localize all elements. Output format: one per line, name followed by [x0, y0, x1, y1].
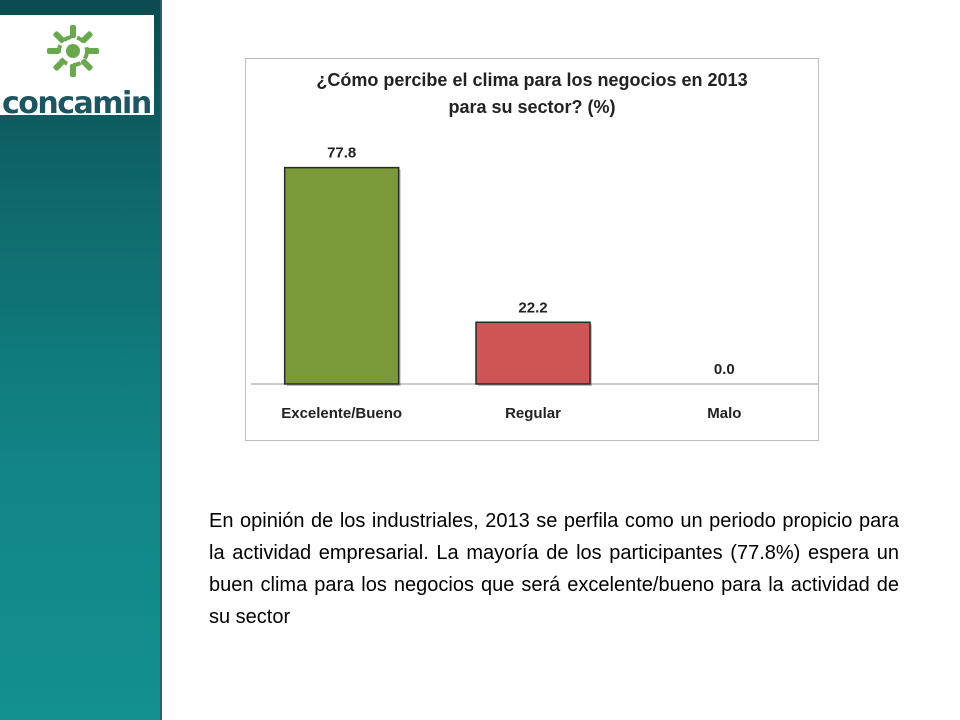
logo-text: concamin: [2, 86, 152, 121]
chart-frame: ¿Cómo percibe el clima para los negocios…: [245, 58, 819, 441]
value-label: 22.2: [518, 299, 547, 316]
chart-title: ¿Cómo percibe el clima para los negocios…: [246, 67, 818, 121]
chart-title-line-2: para su sector? (%): [448, 97, 616, 117]
bar-sheen: [477, 323, 589, 383]
category-label: Regular: [505, 405, 561, 422]
category-label: Malo: [707, 405, 741, 422]
value-label: 0.0: [714, 361, 735, 378]
bar-chart-plot: 77.8 Excelente/Bueno 22.2 Regular 0.0 Malo: [251, 145, 818, 422]
sidebar: concamin: [0, 0, 162, 720]
bar-sheen: [285, 168, 398, 383]
value-label: 77.8: [327, 145, 356, 162]
gear-emblem-icon: [47, 25, 99, 77]
body-paragraph: En opinión de los industriales, 2013 se …: [209, 510, 899, 628]
chart-title-line-1: ¿Cómo percibe el clima para los negocios…: [316, 70, 748, 90]
category-label: Excelente/Bueno: [281, 405, 402, 422]
concamin-logo: concamin: [0, 15, 154, 119]
